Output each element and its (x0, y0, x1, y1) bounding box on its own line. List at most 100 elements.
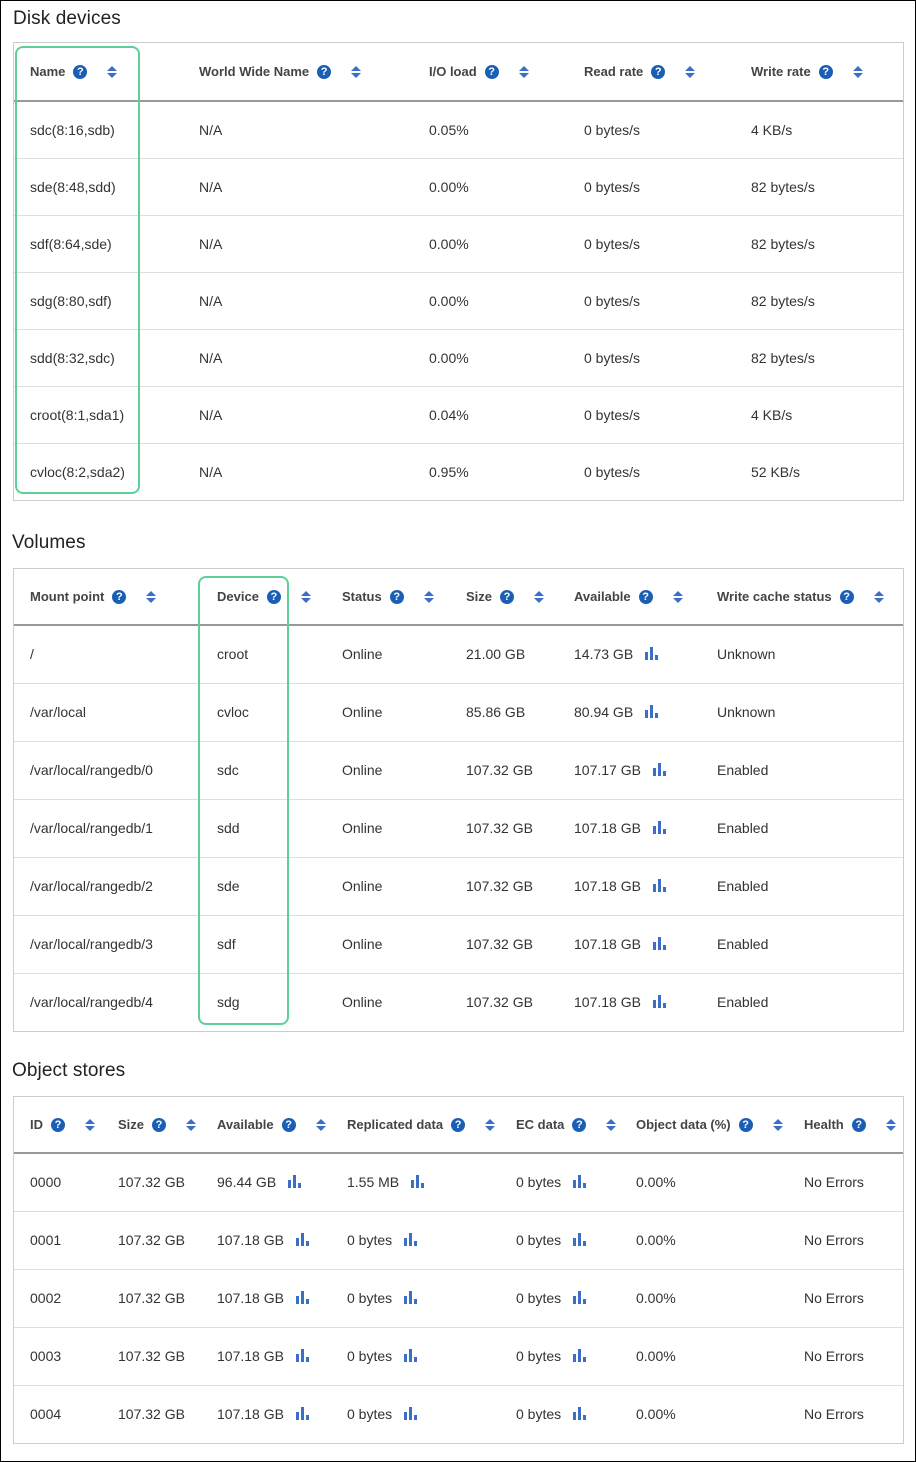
help-icon[interactable]: ? (317, 64, 332, 79)
bar-chart-icon[interactable] (404, 1407, 418, 1421)
help-icon[interactable]: ? (651, 64, 666, 79)
help-icon[interactable]: ? (389, 589, 404, 604)
column-header-status[interactable]: Status? (342, 569, 466, 626)
column-label: ID (30, 1117, 43, 1132)
cell-i-o-load: 0.04% (429, 386, 584, 444)
bar-chart-icon[interactable] (404, 1291, 418, 1304)
sort-icon[interactable] (852, 65, 863, 78)
sort-icon[interactable] (685, 65, 696, 78)
sort-icon[interactable] (315, 1118, 326, 1131)
bar-chart-icon[interactable] (645, 705, 659, 718)
column-header-device[interactable]: Device? (217, 569, 342, 626)
bar-chart-icon[interactable] (573, 1233, 587, 1246)
cell-read-rate: 0 bytes/s (584, 215, 751, 273)
bar-chart-icon[interactable] (573, 1349, 587, 1362)
column-header-available[interactable]: Available? (574, 569, 717, 626)
table-row: /var/local/rangedb/1 sdd Online 107.32 GB 10… (14, 799, 903, 858)
sort-icon[interactable] (606, 1118, 617, 1131)
column-header-id[interactable]: ID? (14, 1097, 118, 1154)
sort-icon[interactable] (146, 590, 157, 603)
column-header-replicated-data[interactable]: Replicated data? (347, 1097, 516, 1154)
column-header-read-rate[interactable]: Read rate? (584, 43, 751, 102)
column-header-world-wide-name[interactable]: World Wide Name? (199, 43, 429, 102)
cell-read-rate: 0 bytes/s (584, 329, 751, 387)
cell-size: 21.00 GB (466, 625, 574, 684)
help-icon[interactable]: ? (638, 589, 653, 604)
bar-chart-icon[interactable] (295, 1407, 309, 1421)
sort-icon[interactable] (518, 65, 529, 78)
bar-chart-icon[interactable] (652, 763, 666, 776)
bar-chart-icon[interactable] (288, 1175, 302, 1189)
bar-chart-icon[interactable] (645, 647, 659, 661)
bar-chart-icon[interactable] (652, 995, 666, 1009)
column-header-name[interactable]: Name? (14, 43, 199, 102)
column-header-write-cache-status[interactable]: Write cache status? (717, 569, 903, 626)
cell-available: 96.44 GB (217, 1153, 347, 1212)
table-row: /var/local/rangedb/0 sdc Online 107.32 GB 10… (14, 741, 903, 800)
help-icon[interactable]: ? (51, 1117, 65, 1132)
bar-chart-icon[interactable] (652, 937, 666, 950)
column-header-health[interactable]: Health? (804, 1097, 903, 1154)
bar-chart-icon[interactable] (295, 1291, 309, 1304)
bar-chart-icon[interactable] (295, 1233, 309, 1246)
sort-icon[interactable] (351, 65, 362, 78)
bar-chart-icon[interactable] (573, 1175, 587, 1189)
column-header-size[interactable]: Size? (466, 569, 574, 626)
cell-read-rate: 0 bytes/s (584, 158, 751, 216)
sort-icon[interactable] (107, 65, 118, 78)
help-icon[interactable]: ? (500, 589, 515, 604)
help-icon[interactable]: ? (451, 1117, 466, 1132)
cell-name: croot(8:1,sda1) (14, 386, 199, 444)
table-row: 0001 107.32 GB 107.18 GB 0 bytes 0 bytes 0.00… (14, 1211, 903, 1270)
sort-icon[interactable] (534, 590, 545, 603)
column-header-i-o-load[interactable]: I/O load? (429, 43, 584, 102)
cell-mount-point: / (14, 625, 217, 684)
column-header-mount-point[interactable]: Mount point? (14, 569, 217, 626)
bar-chart-icon[interactable] (652, 821, 666, 834)
table-row: 0004 107.32 GB 107.18 GB 0 bytes 0 bytes 0.00… (14, 1385, 903, 1443)
help-icon[interactable]: ? (73, 64, 88, 79)
cell-size: 107.32 GB (466, 799, 574, 858)
cell-read-rate: 0 bytes/s (584, 272, 751, 330)
column-header-ec-data[interactable]: EC data? (516, 1097, 636, 1154)
bar-chart-icon[interactable] (652, 879, 666, 892)
sort-icon[interactable] (423, 590, 434, 603)
cell-i-o-load: 0.00% (429, 158, 584, 216)
help-icon[interactable]: ? (738, 1117, 753, 1132)
cell-size: 107.32 GB (118, 1211, 217, 1270)
column-header-available[interactable]: Available? (217, 1097, 347, 1154)
bar-chart-icon[interactable] (573, 1291, 587, 1304)
help-icon[interactable]: ? (112, 589, 127, 604)
bar-chart-icon[interactable] (573, 1407, 587, 1421)
cell-available: 107.18 GB (217, 1211, 347, 1270)
sort-icon[interactable] (186, 1118, 197, 1131)
help-icon[interactable]: ? (266, 589, 281, 604)
sort-icon[interactable] (85, 1118, 95, 1131)
column-header-size[interactable]: Size? (118, 1097, 217, 1154)
sort-icon[interactable] (873, 590, 884, 603)
bar-chart-icon[interactable] (295, 1349, 309, 1362)
cell-available: 80.94 GB (574, 683, 717, 742)
sort-icon[interactable] (885, 1118, 896, 1131)
bar-chart-icon[interactable] (404, 1349, 418, 1362)
bar-chart-icon[interactable] (411, 1175, 425, 1189)
help-icon[interactable]: ? (818, 64, 833, 79)
cell-i-o-load: 0.05% (429, 101, 584, 159)
help-icon[interactable]: ? (484, 64, 499, 79)
sort-icon[interactable] (485, 1118, 496, 1131)
cell-world-wide-name: N/A (199, 386, 429, 444)
bar-chart-icon[interactable] (404, 1233, 418, 1246)
sort-icon[interactable] (300, 590, 311, 603)
cell-available: 107.17 GB (574, 741, 717, 800)
column-header-object-data[interactable]: Object data (%)? (636, 1097, 804, 1154)
sort-icon[interactable] (672, 590, 683, 603)
help-icon[interactable]: ? (572, 1117, 587, 1132)
help-icon[interactable]: ? (851, 1117, 866, 1132)
cell-device: sde (217, 857, 342, 916)
cell-object-data: 0.00% (636, 1211, 804, 1270)
sort-icon[interactable] (772, 1118, 783, 1131)
column-header-write-rate[interactable]: Write rate? (751, 43, 903, 102)
help-icon[interactable]: ? (152, 1117, 167, 1132)
help-icon[interactable]: ? (839, 589, 854, 604)
help-icon[interactable]: ? (281, 1117, 296, 1132)
